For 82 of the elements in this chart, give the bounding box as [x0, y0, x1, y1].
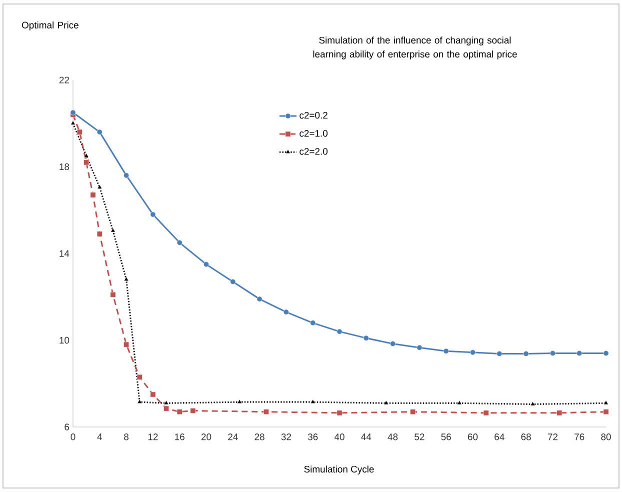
x-tick-label: 28 — [254, 434, 264, 440]
point — [84, 160, 90, 166]
y-tick-label: 14 — [60, 250, 70, 257]
point — [576, 350, 582, 356]
point — [336, 410, 342, 416]
legend-label: c2=0.2 — [300, 112, 328, 119]
x-tick-label: 32 — [281, 434, 291, 440]
x-tick-label: 24 — [228, 434, 238, 440]
point — [124, 276, 129, 281]
x-tick-label: 76 — [574, 434, 584, 440]
point — [556, 410, 562, 416]
point — [483, 410, 489, 416]
x-tick-label: 20 — [201, 434, 212, 440]
point — [550, 350, 556, 356]
point — [150, 392, 156, 398]
point — [237, 399, 242, 404]
point — [110, 228, 116, 232]
point — [443, 348, 449, 354]
legend-label: c2=2.0 — [300, 148, 328, 155]
point — [263, 409, 269, 415]
point — [137, 399, 142, 404]
point — [410, 409, 416, 415]
x-tick-label: 80 — [601, 434, 611, 440]
x-tick-label: 36 — [308, 434, 318, 440]
point — [416, 344, 422, 350]
x-tick-label: 52 — [414, 434, 424, 440]
x-tick-label: 48 — [388, 434, 398, 440]
x-tick-label: 60 — [468, 434, 478, 440]
x-tick-label: 44 — [361, 434, 372, 440]
x-tick-label: 72 — [548, 434, 558, 440]
point — [230, 278, 236, 284]
chart-title: Simulation of the influence of changing social learning ability of enterprise on the optimal price — [313, 36, 517, 60]
y-tick-label: 18 — [60, 163, 70, 170]
point — [90, 192, 96, 198]
point — [457, 400, 462, 405]
point — [124, 342, 130, 348]
x-tick-label: 8 — [124, 434, 129, 440]
point — [530, 401, 536, 406]
point — [256, 296, 262, 302]
point — [124, 172, 130, 178]
point — [310, 399, 316, 404]
x-tick-label: 56 — [441, 434, 451, 440]
point — [150, 212, 156, 218]
point — [164, 406, 170, 412]
point — [496, 350, 502, 356]
y-axis-title: Optimal Price — [22, 22, 78, 30]
point — [164, 400, 169, 405]
point — [604, 400, 608, 405]
x-tick-label: 16 — [175, 434, 184, 440]
point — [204, 262, 209, 268]
point — [96, 129, 102, 135]
point — [96, 231, 102, 237]
x-tick-label: 68 — [521, 434, 531, 440]
point — [363, 335, 369, 341]
point — [603, 409, 609, 415]
point — [336, 328, 342, 334]
point — [97, 184, 102, 189]
y-tick-label: 10 — [60, 336, 70, 344]
point — [283, 309, 289, 315]
point — [384, 400, 389, 405]
point — [603, 350, 609, 356]
y-tick-label: 22 — [59, 76, 70, 84]
point — [70, 120, 76, 125]
point — [84, 153, 89, 158]
x-tick-label: 12 — [148, 434, 158, 440]
x-tick-label: 64 — [494, 434, 504, 440]
point — [176, 409, 182, 415]
x-tick-label: 0 — [70, 434, 76, 440]
legend-label: c2=1.0 — [300, 130, 328, 137]
y-tick-label: 6 — [64, 424, 70, 430]
point — [76, 129, 82, 135]
point — [390, 340, 396, 346]
point — [176, 240, 182, 246]
point — [190, 408, 196, 414]
point — [523, 350, 529, 356]
x-tick-label: 4 — [97, 434, 102, 440]
x-axis-title: Simulation Cycle — [304, 466, 374, 474]
point — [470, 350, 476, 356]
x-tick-label: 40 — [334, 434, 344, 440]
point — [110, 292, 116, 298]
point — [136, 374, 142, 380]
point — [310, 320, 316, 326]
